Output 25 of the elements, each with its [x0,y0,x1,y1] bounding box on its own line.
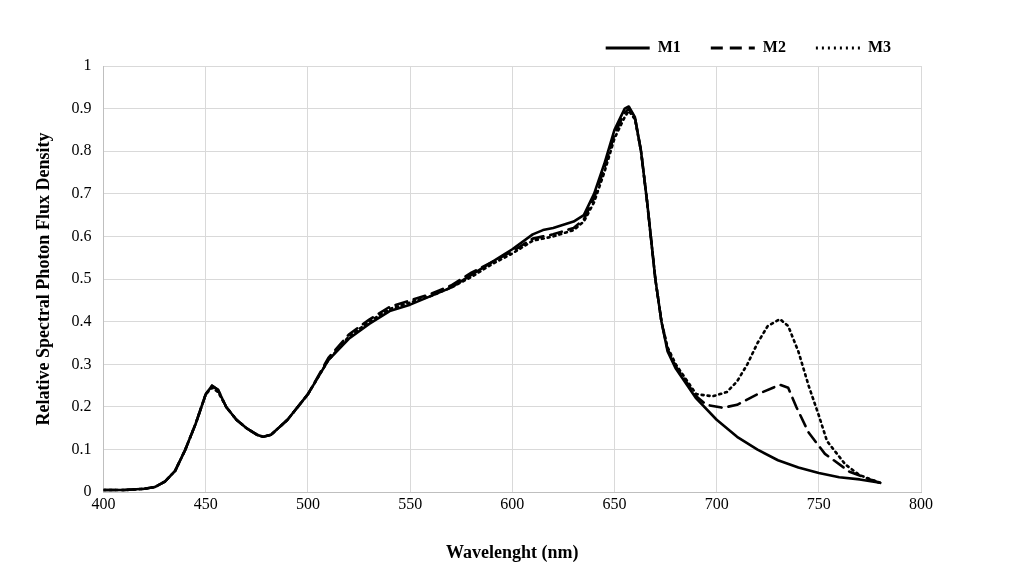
y-tick-label: 0.1 [71,439,92,457]
y-tick-label: 0.2 [71,397,92,415]
x-tick-label: 550 [398,495,423,512]
x-tick-label: 750 [806,495,831,512]
y-tick-label: 0 [83,482,92,500]
y-tick-label: 0.8 [71,141,92,159]
y-tick-label: 1 [83,56,92,74]
x-tick-label: 500 [295,495,320,512]
x-tick-label: 600 [500,495,525,512]
y-tick-label: 0.7 [71,184,92,202]
y-tick-label: 0.6 [71,226,92,244]
x-tick-label: 800 [909,495,933,512]
x-axis-title: Wavelenght (nm) [446,541,579,563]
legend-label: M3 [867,38,892,56]
y-tick-label: 0.4 [71,311,92,329]
x-tick-label: 650 [602,495,627,512]
y-tick-label: 0.5 [71,269,92,287]
legend-label: M2 [762,38,786,56]
y-tick-label: 0.9 [71,98,92,116]
legend-label: M1 [657,38,681,56]
x-tick-label: 400 [91,495,116,512]
x-tick-label: 450 [193,495,218,512]
y-tick-label: 0.3 [71,354,92,372]
x-tick-label: 700 [704,495,729,512]
y-axis-title: Relative Spectral Photon Flux Density [33,132,54,426]
